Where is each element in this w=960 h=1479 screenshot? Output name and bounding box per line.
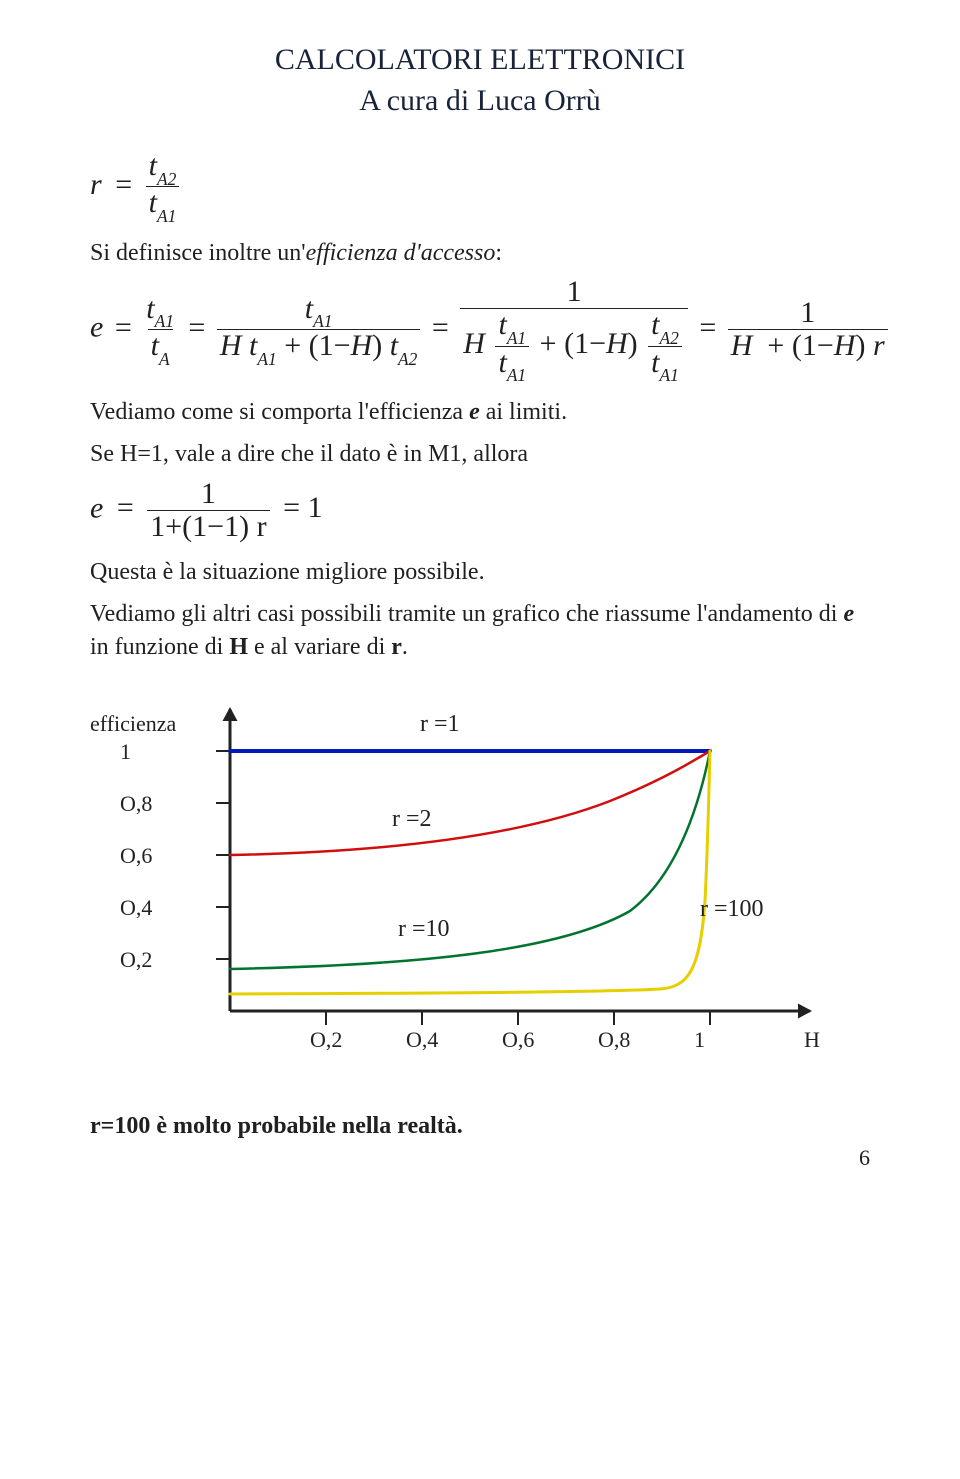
svg-text:H: H — [804, 1027, 820, 1052]
equation-e1: e = 1 1+(1−1) r = 1 — [90, 479, 870, 542]
page-number: 6 — [859, 1143, 870, 1173]
svg-text:r =100: r =100 — [700, 896, 764, 922]
footer-note: r=100 è molto probabile nella realtà. — [90, 1110, 870, 1142]
paragraph: Questa è la situazione migliore possibil… — [90, 556, 870, 588]
paragraph: Vediamo come si comporta l'efficienza e … — [90, 396, 870, 428]
svg-text:1: 1 — [694, 1027, 705, 1052]
svg-text:O,2: O,2 — [310, 1027, 342, 1052]
paragraph: Vediamo gli altri casi possibili tramite… — [90, 598, 870, 663]
svg-text:O,8: O,8 — [598, 1027, 630, 1052]
svg-text:r =2: r =2 — [392, 806, 432, 832]
svg-text:O,6: O,6 — [502, 1027, 534, 1052]
svg-text:r =1: r =1 — [420, 711, 460, 737]
svg-text:O,4: O,4 — [120, 895, 152, 920]
svg-text:r =10: r =10 — [398, 916, 450, 942]
svg-text:O,4: O,4 — [406, 1027, 438, 1052]
equation-efficiency: e = tA1 tA = tA1 H tA1 + (1−H) tA2 = 1 H… — [90, 277, 870, 382]
paragraph: Se H=1, vale a dire che il dato è in M1,… — [90, 438, 870, 470]
svg-text:1: 1 — [120, 739, 131, 764]
efficiency-chart: efficienza 1 O,8 O,6 O,4 O,2 O,2 O,4 O,6 O,8 1 Hr =… — [90, 691, 870, 1080]
paragraph: Si definisce inoltre un'efficienza d'acc… — [90, 237, 870, 269]
svg-text:O,2: O,2 — [120, 947, 152, 972]
svg-text:O,6: O,6 — [120, 843, 152, 868]
equation-r: r = tA2 tA1 — [90, 151, 870, 223]
page-title: CALCOLATORI ELETTRONICI A cura di Luca O… — [90, 40, 870, 121]
svg-text:efficienza: efficienza — [90, 711, 177, 736]
svg-text:O,8: O,8 — [120, 791, 152, 816]
